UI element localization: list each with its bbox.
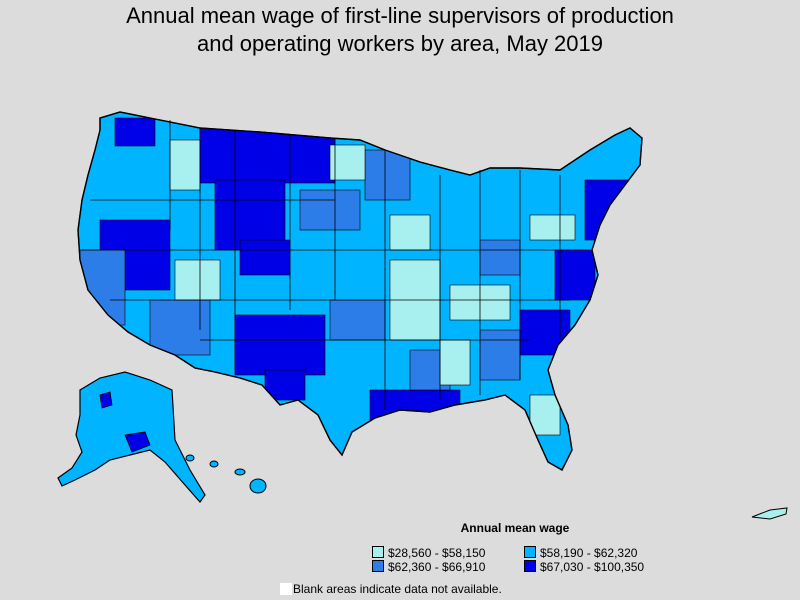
blank-areas-note: Blank areas indicate data not available. <box>280 582 502 596</box>
region-oklahoma <box>329 299 386 341</box>
alaska <box>57 371 206 503</box>
state-borders <box>82 120 590 410</box>
region-iowa <box>389 214 431 251</box>
region-wyoming <box>214 179 286 251</box>
blank-areas-note-text: Blank areas indicate data not available. <box>293 582 502 596</box>
region-idaho <box>169 139 201 191</box>
legend-swatch-highest <box>524 560 536 572</box>
hawaii-big-island <box>249 478 267 494</box>
alaska-fairbanks-area <box>99 391 113 409</box>
low-wage-areas <box>169 139 576 436</box>
puerto-rico-shape <box>751 507 788 520</box>
mid-high-wage-areas <box>79 149 521 391</box>
region-washington <box>114 117 156 147</box>
legend-label-low-mid: $58,190 - $62,320 <box>540 546 638 560</box>
hawaii-maui <box>234 468 246 476</box>
region-new-mexico <box>234 314 326 376</box>
legend-swatch-low-mid <box>524 546 536 558</box>
legend-label-high-mid: $62,360 - $66,910 <box>388 560 486 574</box>
region-ohio <box>479 239 521 276</box>
hawaii-oahu <box>209 460 219 468</box>
wage-regions <box>79 117 631 436</box>
legend-item-lowest: $28,560 - $58,150 <box>372 546 485 560</box>
region-virginia <box>554 249 596 301</box>
region-mississippi <box>439 339 471 386</box>
region-arizona <box>149 299 211 356</box>
alaska-anchorage-area <box>124 431 151 453</box>
region-north-dakota-east <box>329 144 366 181</box>
region-utah <box>174 259 221 301</box>
hawaii-kauai <box>185 454 195 462</box>
region-nebraska <box>299 189 361 231</box>
region-pennsylvania <box>529 214 576 241</box>
map-title: Annual mean wage of first-line superviso… <box>0 2 800 58</box>
legend-item-highest: $67,030 - $100,350 <box>524 560 644 574</box>
blank-swatch <box>280 583 292 595</box>
legend-label-highest: $67,030 - $100,350 <box>540 560 645 574</box>
map-title-line1: Annual mean wage of first-line superviso… <box>126 3 674 28</box>
legend-item-low-mid: $58,190 - $62,320 <box>524 546 637 560</box>
map-title-line2: and operating workers by area, May 2019 <box>196 31 603 56</box>
legend-swatch-high-mid <box>372 560 384 572</box>
region-colorado <box>239 239 291 276</box>
region-georgia <box>479 329 521 381</box>
legend-item-high-mid: $62,360 - $66,910 <box>372 560 485 574</box>
region-minnesota <box>364 149 411 201</box>
hawaii <box>185 454 267 494</box>
contiguous-us <box>77 111 643 471</box>
legend-swatch-lowest <box>372 546 384 558</box>
legend-title: Annual mean wage <box>460 521 570 535</box>
region-carolinas <box>519 309 571 356</box>
region-florida-north <box>529 394 561 436</box>
legend-label-lowest: $28,560 - $58,150 <box>388 546 486 560</box>
puerto-rico <box>751 507 788 520</box>
